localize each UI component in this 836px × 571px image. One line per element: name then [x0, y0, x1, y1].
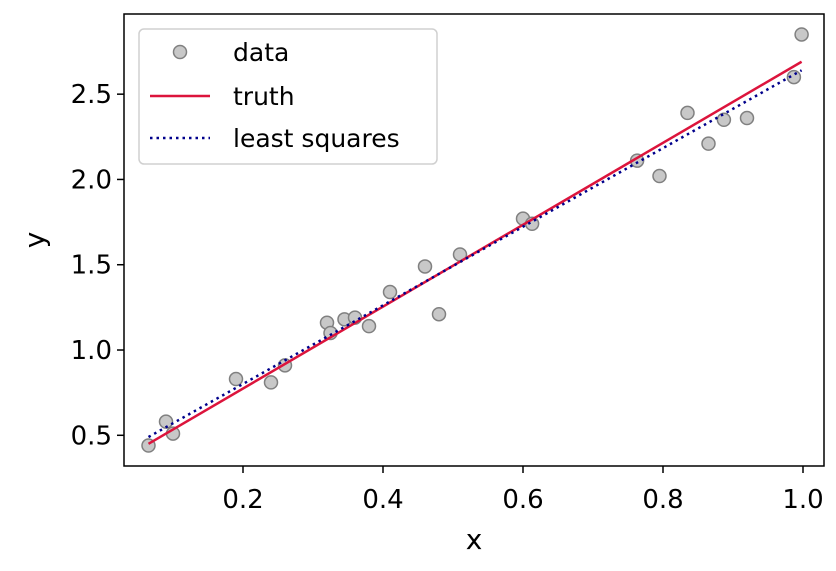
y-axis-label: y — [18, 232, 51, 249]
y-tick-label: 2.5 — [71, 80, 112, 110]
y-tick-label: 0.5 — [71, 421, 112, 451]
data-point — [794, 27, 809, 42]
truth-line — [147, 60, 803, 445]
y-tick-label: 1.5 — [71, 251, 112, 281]
data-point — [701, 136, 716, 151]
least-squares-line — [147, 69, 803, 439]
x-axis-label: x — [466, 523, 483, 556]
legend-frame — [138, 28, 438, 165]
x-tick-label: 0.6 — [502, 485, 543, 515]
y-tick-label: 1.0 — [71, 336, 112, 366]
legend-truth-label: truth — [233, 82, 295, 111]
data-point — [739, 110, 755, 126]
x-tick-label: 1.0 — [782, 485, 823, 515]
ticks-layer: 0.2 0.4 0.6 0.8 1.0 0.5 1.0 1.5 2.0 2.5 — [71, 80, 824, 515]
legend: data truth least squares — [138, 28, 438, 165]
data-point — [228, 371, 244, 387]
data-point — [382, 284, 398, 300]
x-tick-label: 0.2 — [222, 485, 263, 515]
data-point — [680, 105, 695, 121]
data-point — [652, 168, 667, 184]
data-point — [417, 259, 433, 274]
legend-data-marker — [172, 44, 188, 60]
data-point — [361, 318, 377, 334]
series-layer — [141, 27, 809, 453]
y-tick-label: 2.0 — [71, 165, 112, 195]
data-point — [431, 306, 447, 322]
data-point — [263, 375, 279, 390]
legend-least-squares-label: least squares — [233, 124, 400, 153]
data-point — [716, 112, 732, 128]
x-tick-label: 0.8 — [642, 485, 683, 515]
legend-data-label: data — [233, 38, 289, 67]
x-tick-label: 0.4 — [362, 485, 403, 515]
plot-frame — [123, 13, 825, 467]
